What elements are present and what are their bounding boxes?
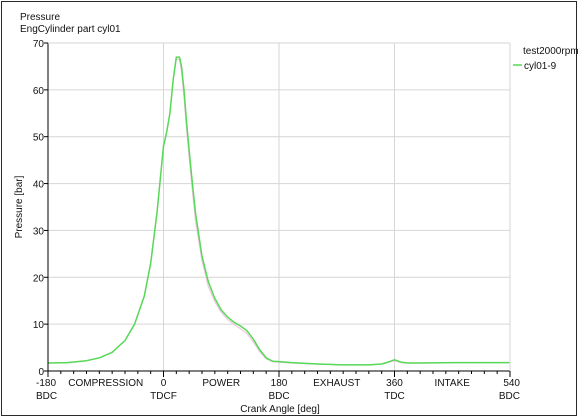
stroke-phase-label: EXHAUST xyxy=(313,378,360,389)
legend-entry: cyl01-9 xyxy=(524,61,557,72)
axes xyxy=(44,42,511,377)
series-line-primary xyxy=(47,56,510,366)
x-tick-sublabel: BDC xyxy=(268,391,289,402)
y-tick-label: 20 xyxy=(33,273,45,284)
x-tick-sublabel: TDCF xyxy=(150,391,177,402)
stroke-phase-label: INTAKE xyxy=(435,378,471,389)
x-tick-sublabel: TDC xyxy=(384,391,405,402)
y-tick-label: 0 xyxy=(38,367,44,378)
y-tick-label: 10 xyxy=(33,320,45,331)
legend: test2000rpm cyl01-9 xyxy=(513,46,578,72)
y-tick-label: 70 xyxy=(33,39,45,50)
y-axis-label: Pressure [bar] xyxy=(14,175,25,238)
y-tick-label: 30 xyxy=(33,226,45,237)
x-tick-label: 540 xyxy=(503,378,520,389)
chart-title: Pressure xyxy=(20,12,60,23)
x-tick-label: 0 xyxy=(161,378,167,389)
chart-subtitle: EngCylinder part cyl01 xyxy=(20,24,121,35)
x-tick-label: -180 xyxy=(36,378,56,389)
stroke-phase-label: COMPRESSION xyxy=(68,378,143,389)
x-tick-label: 360 xyxy=(386,378,403,389)
x-tick-sublabel: BDC xyxy=(36,391,57,402)
x-tick-sublabel: BDC xyxy=(499,391,520,402)
legend-header: test2000rpm xyxy=(523,46,578,57)
x-tick-label: 180 xyxy=(271,378,288,389)
y-tick-label: 60 xyxy=(33,86,45,97)
grid-lines xyxy=(48,42,510,371)
y-tick-label: 50 xyxy=(33,133,45,144)
x-axis-label: Crank Angle [deg] xyxy=(240,404,320,415)
tick-labels: 0 10 20 30 40 50 60 70 -180 BDC 0 TDCF 180 BDC 360 TDC 5… xyxy=(33,39,521,402)
stroke-phase-label: POWER xyxy=(202,378,240,389)
series-lines xyxy=(47,56,510,366)
y-tick-label: 40 xyxy=(33,180,45,191)
